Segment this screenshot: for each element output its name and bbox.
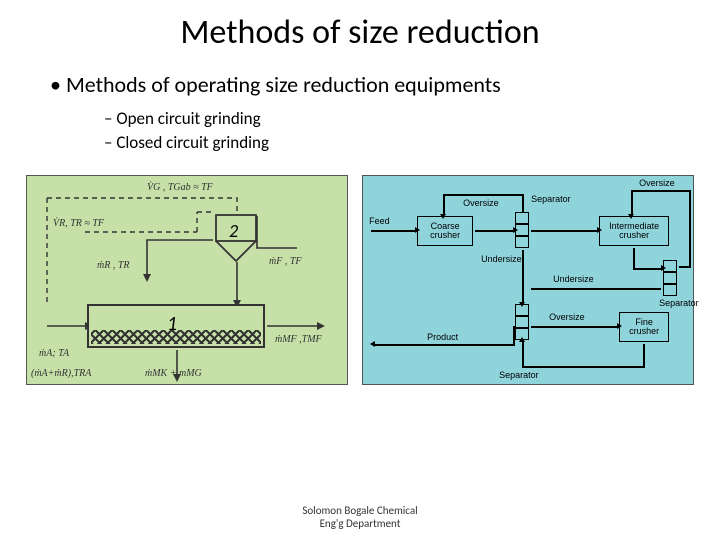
bullet-sub-2: Closed circuit grinding [122, 132, 680, 153]
line-ov2v [689, 190, 691, 266]
line-prod-v [513, 326, 515, 346]
footer-line2: Eng'g Department [320, 517, 401, 530]
label-oversize2: Oversize [639, 178, 675, 188]
left-diagram-lines [27, 176, 357, 386]
intermediate-crusher-box: Intermediate crusher [599, 216, 669, 246]
bullet-sub-1: Open circuit grinding [122, 108, 680, 129]
label-ma: ṁA; TA [39, 348, 69, 359]
label-product: Product [427, 332, 458, 342]
label-vr: V̇R, TR ≈ TF [53, 218, 104, 229]
label-2: 2 [229, 220, 238, 242]
coarse-crusher-box: Coarse crusher [417, 216, 473, 246]
line-inter-sep2 [633, 268, 661, 270]
line-coarse-sep [475, 230, 513, 232]
line-sep-inter [531, 230, 597, 232]
open-circuit-diagram: 1 2 V̇G , TGab ≈ TF V̇R, TR ≈ TF ṁR , TR… [26, 175, 348, 385]
line-us2h [531, 288, 661, 290]
line-product [375, 344, 513, 346]
label-mr: ṁR , TR [97, 260, 130, 271]
line-inter-down [633, 248, 635, 268]
line-fine-h [523, 366, 645, 368]
label-mmk: ṁMK + mMG [145, 368, 202, 379]
diagrams-row: 1 2 V̇G , TGab ≈ TF V̇R, TR ≈ TF ṁR , TR… [26, 175, 694, 385]
line-sep3-fine [531, 326, 617, 328]
page-title: Methods of size reduction [40, 12, 680, 53]
closed-circuit-diagram: Coarse crusher Intermediate crusher Fine… [362, 175, 694, 385]
label-separator2: Separator [659, 298, 699, 308]
line-us2merge [522, 288, 524, 302]
label-mf: ṁF , TF [269, 256, 302, 267]
label-undersize2: Undersize [553, 274, 594, 284]
label-undersize1: Undersize [481, 254, 522, 264]
line-ov1d [443, 194, 445, 214]
line-ov2c [679, 266, 691, 268]
line-ov2h [631, 190, 691, 192]
label-oversize1: Oversize [463, 198, 499, 208]
slide-footer: Solomon Bogale Chemical Eng'g Department [0, 504, 720, 530]
label-oversize3: Oversize [549, 312, 585, 322]
line-fine-dn [643, 344, 645, 368]
sep1c [515, 236, 529, 248]
label-1: 1 [167, 312, 177, 336]
fine-crusher-box: Fine crusher [619, 312, 669, 342]
label-separator3: Separator [499, 370, 539, 380]
line-ov1v [522, 194, 524, 212]
line-fine-up [522, 342, 524, 368]
label-vg: V̇G , TGab ≈ TF [147, 182, 213, 193]
line-ov2d [631, 190, 633, 214]
line-ov1h [443, 194, 523, 196]
sep2b [663, 272, 677, 284]
line-feed [371, 230, 415, 232]
label-mmf: ṁMF ,TMF [275, 334, 322, 345]
footer-line1: Solomon Bogale Chemical [302, 504, 417, 517]
label-separator1: Separator [531, 194, 571, 204]
slide: Methods of size reduction Methods of ope… [0, 0, 720, 540]
sep3b [515, 316, 529, 328]
sep2c [663, 284, 677, 296]
label-mara: (ṁA+ṁR),TRA [31, 368, 91, 379]
label-feed: Feed [369, 216, 390, 226]
sep1a [515, 212, 529, 224]
bullet-main: Methods of operating size reduction equi… [68, 71, 680, 98]
